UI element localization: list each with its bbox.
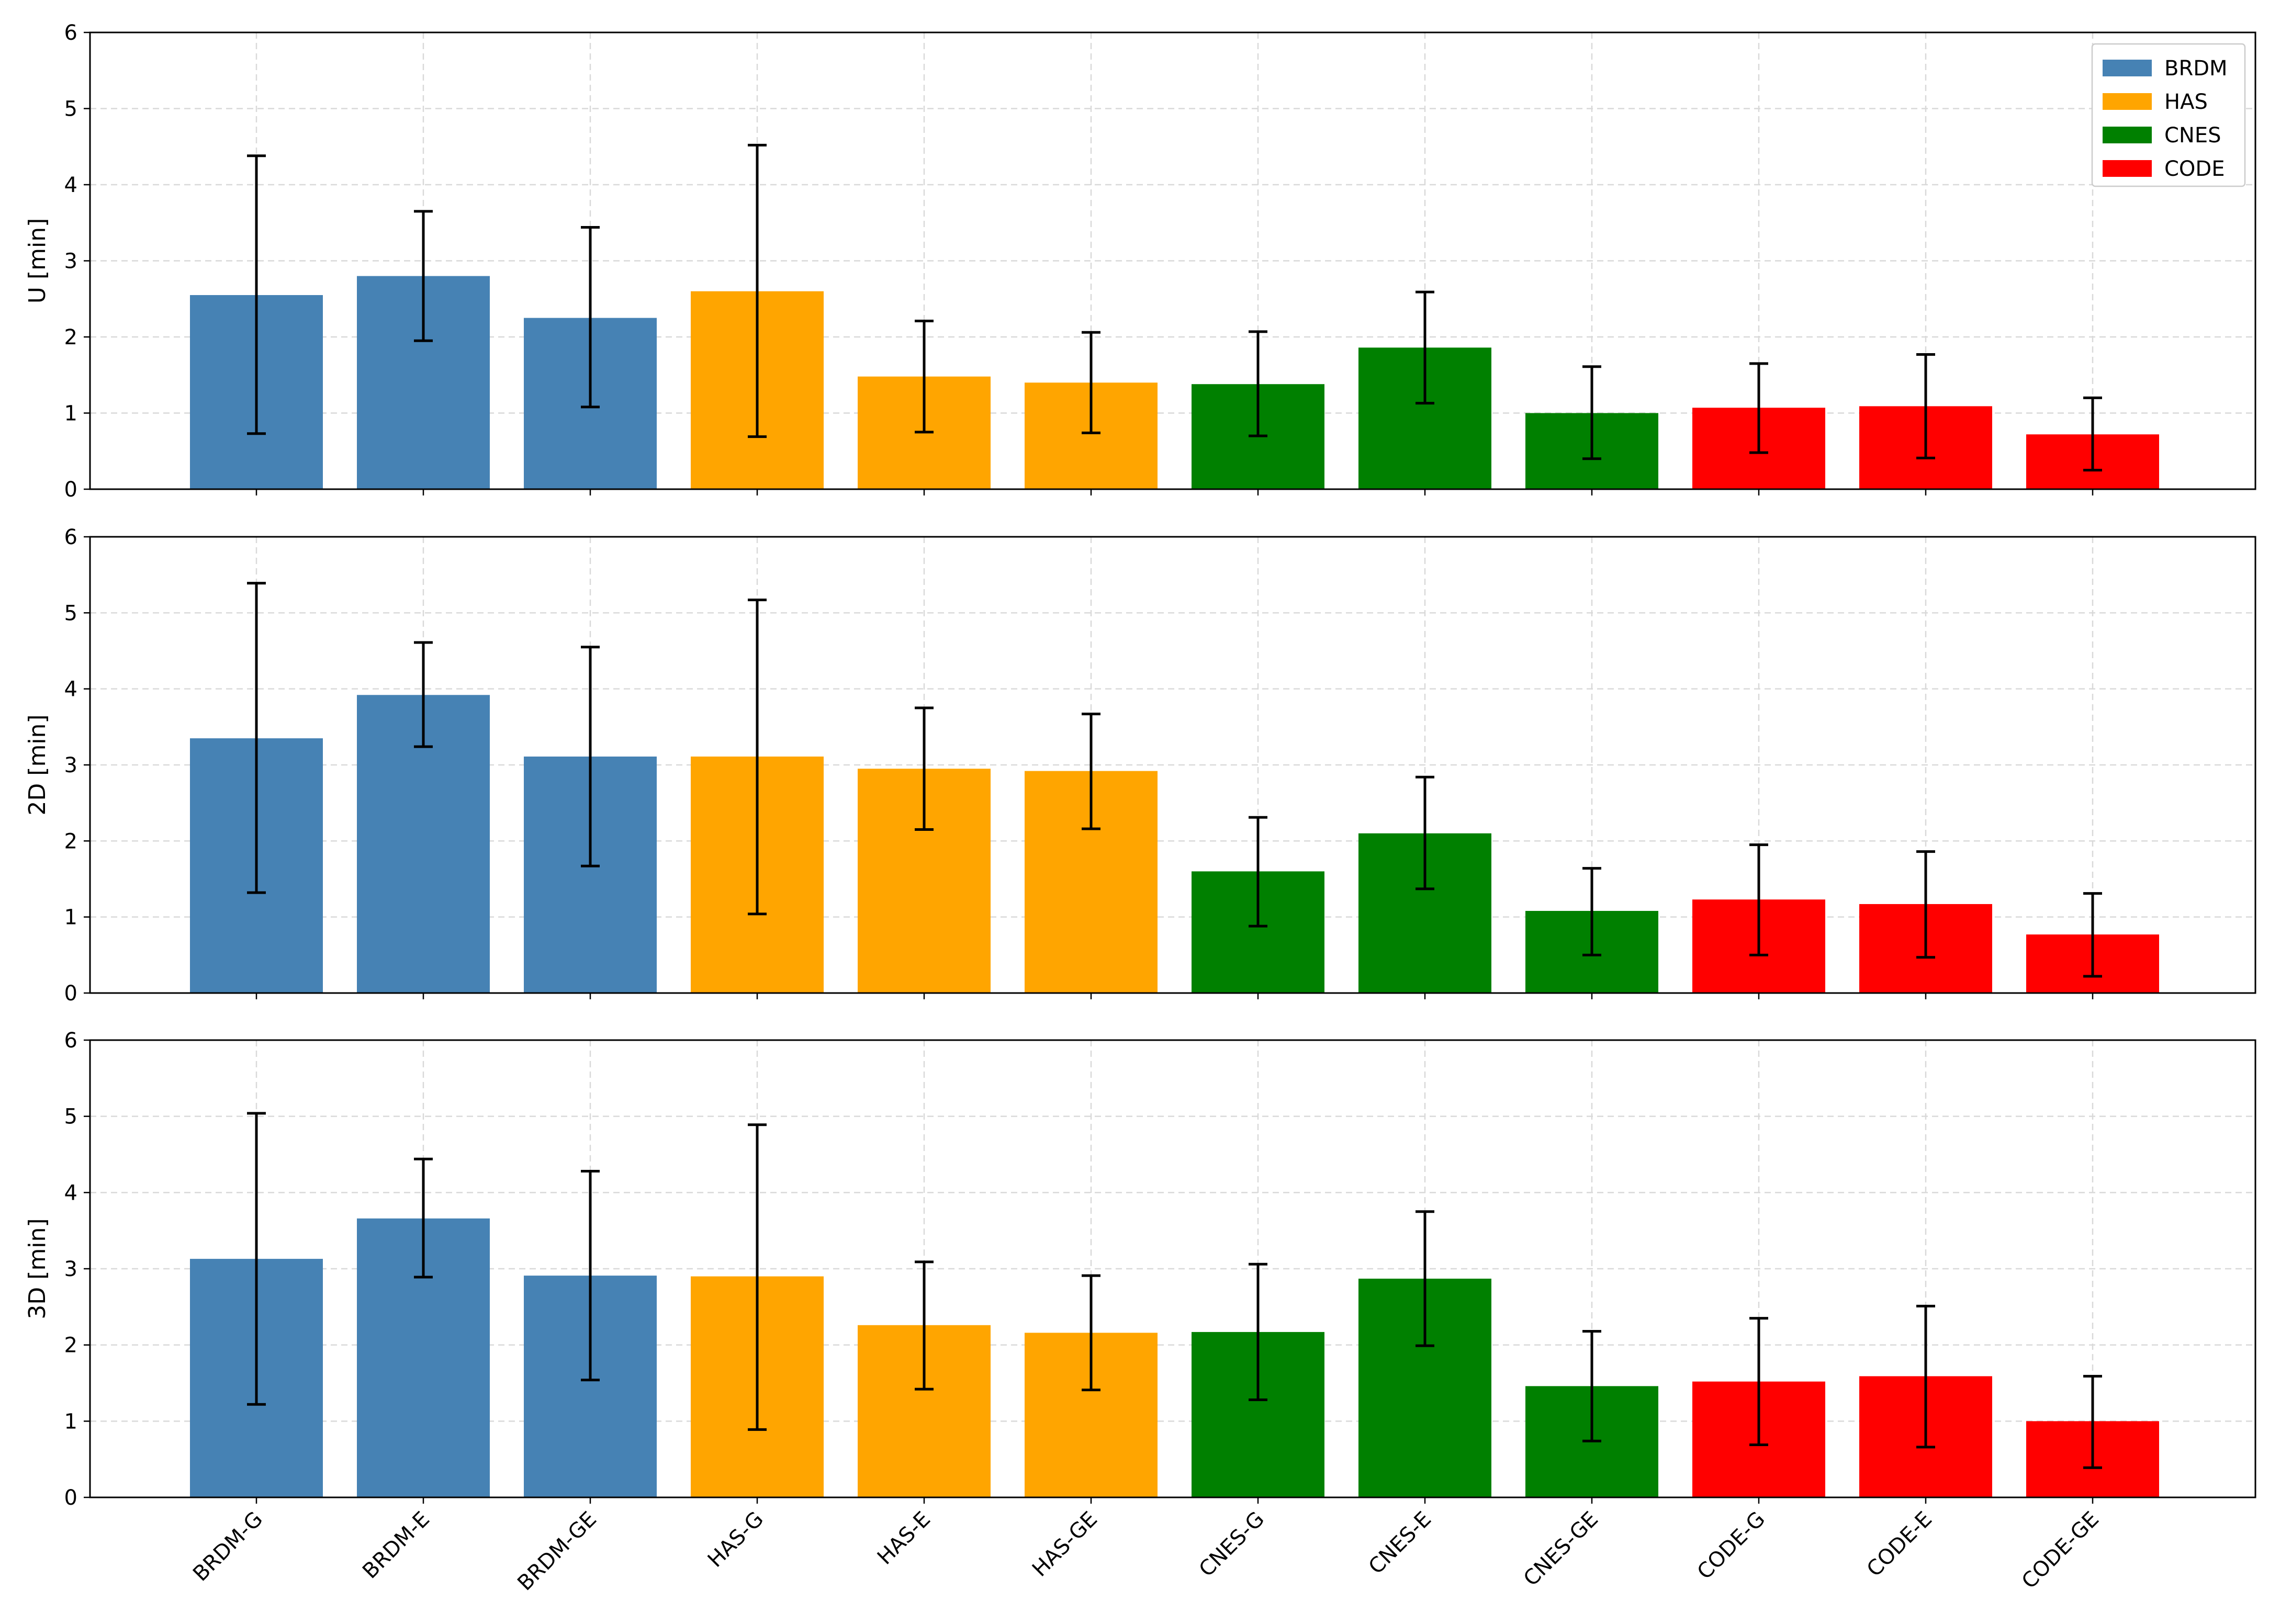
y-tick-label: 0 <box>64 982 77 1006</box>
error-bar-BRDM-G <box>247 582 266 894</box>
y-tick-label: 4 <box>64 1181 77 1205</box>
legend-swatch-HAS <box>2103 93 2152 110</box>
x-tick-label: BRDM-E <box>358 1507 434 1584</box>
axes-frame <box>89 1039 2256 1498</box>
error-bar-HAS-GE <box>1082 1274 1100 1392</box>
y-tick-label: 0 <box>64 1486 77 1510</box>
error-bar-BRDM-GE <box>581 646 600 867</box>
y-tick-label: 1 <box>64 1409 77 1434</box>
error-bar-BRDM-GE <box>581 1170 600 1382</box>
y-tick-label: 3 <box>64 250 77 274</box>
error-bar-HAS-E <box>915 706 934 831</box>
x-tick-label: CNES-GE <box>1519 1507 1603 1591</box>
error-bar-CNES-E <box>1416 1210 1434 1347</box>
y-tick-label: 2 <box>64 325 77 349</box>
error-bar-BRDM-E <box>414 210 433 342</box>
error-bar-BRDM-G <box>247 1112 266 1406</box>
x-tick-label: CNES-G <box>1195 1507 1269 1582</box>
y-axis-label: U [min] <box>24 218 51 304</box>
error-bar-HAS-GE <box>1082 713 1100 830</box>
y-tick-label: 5 <box>64 601 77 625</box>
y-tick-label: 5 <box>64 97 77 121</box>
error-bar-BRDM-E <box>414 1157 433 1279</box>
y-tick-label: 6 <box>64 1029 77 1053</box>
x-tick-label: HAS-E <box>873 1507 935 1570</box>
error-bar-CODE-G <box>1749 362 1768 454</box>
y-tick-label: 1 <box>64 906 77 930</box>
error-bar-CNES-G <box>1249 1262 1267 1402</box>
axes-frame <box>89 31 2256 490</box>
error-bar-CODE-GE <box>2083 892 2102 978</box>
legend-label-CNES: CNES <box>2164 123 2221 148</box>
error-bar-CNES-G <box>1249 330 1267 437</box>
error-bar-CODE-GE <box>2083 1374 2102 1469</box>
legend: BRDM HAS CNES CODE <box>2091 43 2246 187</box>
y-axis-label: 3D [min] <box>24 1218 51 1319</box>
error-bar-CNES-G <box>1249 816 1267 928</box>
x-tick-label: CNES-E <box>1364 1507 1436 1579</box>
y-tick-label: 6 <box>64 525 77 549</box>
error-bar-CODE-G <box>1749 1317 1768 1446</box>
y-tick-label: 2 <box>64 1334 77 1358</box>
x-tick-labels: BRDM-G BRDM-E BRDM-GE HAS-G HAS-E HAS-GE CNES-… <box>188 1507 2104 1596</box>
error-bar-CNES-E <box>1416 775 1434 890</box>
legend-label-BRDM: BRDM <box>2164 57 2228 81</box>
error-bar-CODE-E <box>1916 1304 1935 1449</box>
error-bar-HAS-GE <box>1082 331 1100 434</box>
x-tick-label: CODE-E <box>1862 1507 1937 1582</box>
legend-swatch-BRDM <box>2103 60 2152 76</box>
y-tick-label: 3 <box>64 753 77 777</box>
error-bar-CODE-E <box>1916 353 1935 459</box>
error-bar-BRDM-GE <box>581 225 600 409</box>
legend-label-CODE: CODE <box>2164 157 2225 181</box>
legend-swatch-CODE <box>2103 160 2152 177</box>
x-tick-label: HAS-GE <box>1028 1507 1102 1582</box>
error-bar-CODE-GE <box>2083 396 2102 472</box>
error-bar-CNES-E <box>1416 290 1434 405</box>
error-bar-CNES-GE <box>1582 365 1601 460</box>
legend-box <box>2091 43 2246 187</box>
error-bar-CNES-GE <box>1582 867 1601 956</box>
y-tick-label: 4 <box>64 173 77 197</box>
panel-3: 0 1 2 3 4 5 6 3D [min] <box>24 1029 2256 1510</box>
y-tick-label: 3 <box>64 1257 77 1281</box>
error-bar-HAS-G <box>748 599 767 916</box>
legend-label-HAS: HAS <box>2164 90 2208 114</box>
error-bar-HAS-E <box>915 1260 934 1391</box>
error-bar-CNES-GE <box>1582 1329 1601 1442</box>
error-bar-HAS-G <box>748 1123 767 1431</box>
x-tick-label: CODE-GE <box>2017 1507 2104 1594</box>
y-tick-label: 1 <box>64 402 77 426</box>
error-bar-CODE-G <box>1749 843 1768 956</box>
y-tick-label: 2 <box>64 829 77 853</box>
panel-1: 0 1 2 3 4 5 6 U [min] <box>24 21 2256 502</box>
legend-swatch-CNES <box>2103 127 2152 143</box>
axes-frame <box>89 536 2256 994</box>
error-bar-BRDM-E <box>414 641 433 748</box>
x-tick-label: CODE-G <box>1693 1507 1770 1584</box>
x-tick-label: HAS-G <box>703 1507 768 1572</box>
y-tick-label: 4 <box>64 678 77 702</box>
error-bar-BRDM-G <box>247 154 266 435</box>
x-tick-label: BRDM-G <box>188 1507 267 1586</box>
error-bar-CODE-E <box>1916 850 1935 959</box>
error-bar-HAS-G <box>748 143 767 438</box>
panel-2: 0 1 2 3 4 5 6 2D [min] <box>24 525 2256 1006</box>
x-tick-label: BRDM-GE <box>513 1507 601 1596</box>
error-bar-HAS-E <box>915 319 934 434</box>
y-tick-label: 5 <box>64 1105 77 1129</box>
y-tick-label: 6 <box>64 21 77 45</box>
y-tick-label: 0 <box>64 478 77 502</box>
y-axis-label: 2D [min] <box>24 714 51 815</box>
